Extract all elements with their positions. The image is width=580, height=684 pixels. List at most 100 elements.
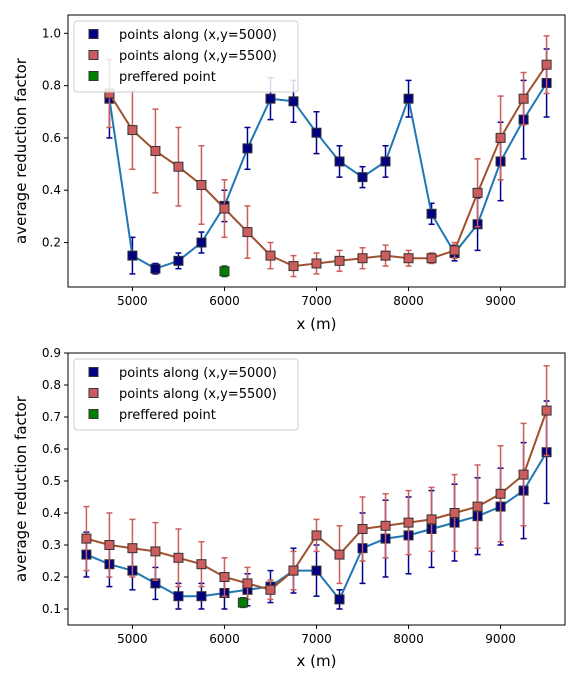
data-point-marker — [472, 187, 483, 198]
y-tick-label: 1.0 — [42, 26, 61, 40]
data-point-marker — [196, 591, 207, 602]
data-point-marker — [403, 253, 414, 264]
data-point-marker — [541, 59, 552, 70]
x-tick-label: 9000 — [485, 632, 516, 646]
data-point-marker — [334, 594, 345, 605]
data-point-marker — [495, 488, 506, 499]
y-axis-label-top: average reduction factor — [12, 57, 30, 244]
data-point-marker — [334, 255, 345, 266]
data-point-marker — [288, 565, 299, 576]
y-tick-label: 0.6 — [42, 131, 61, 145]
legend-marker — [88, 367, 99, 377]
data-point-marker — [380, 250, 391, 261]
data-point-marker — [426, 208, 437, 219]
data-point-marker — [265, 93, 276, 104]
data-point-marker — [265, 584, 276, 595]
legend-marker — [88, 409, 99, 419]
data-point-marker — [173, 161, 184, 172]
y-tick-label: 0.8 — [42, 378, 61, 392]
data-point-marker — [426, 514, 437, 525]
data-point-marker — [173, 591, 184, 602]
y-tick-label: 0.4 — [42, 506, 61, 520]
legend-label: points along (x,y=5500) — [119, 49, 277, 64]
legend-top: points along (x,y=5000) points along (x,y… — [73, 20, 299, 93]
data-point-marker — [426, 253, 437, 264]
y-tick-label: 0.2 — [42, 236, 61, 250]
data-point-marker — [518, 93, 529, 104]
data-point-marker — [127, 125, 138, 136]
data-point-marker — [357, 172, 368, 183]
data-point-marker — [380, 520, 391, 531]
data-point-marker — [196, 559, 207, 570]
x-tick-label: 8000 — [393, 294, 424, 308]
data-point-marker — [311, 258, 322, 269]
chart-marks-bottom — [81, 365, 552, 610]
chart-panel-top: 5000 6000 7000 8000 9000 0.2 0.4 0.6 0.8 1.0 x (m… — [12, 14, 566, 333]
data-point-marker — [311, 565, 322, 576]
legend-marker — [88, 50, 99, 60]
data-point-marker — [150, 263, 161, 274]
data-point-marker — [219, 572, 230, 582]
chart-panel-bottom: 5000 6000 7000 8000 9000 0.1 0.2 0.3 0.4 0.5 0.6 0.… — [12, 346, 566, 670]
axis-ticks-top: 5000 6000 7000 8000 9000 0.2 0.4 0.6 0.8 1.0 — [42, 26, 516, 308]
y-tick-label: 0.2 — [42, 570, 61, 584]
axis-ticks-bottom: 5000 6000 7000 8000 9000 0.1 0.2 0.3 0.4 0.5 0.6 0.… — [42, 346, 516, 646]
data-point-marker — [334, 156, 345, 167]
data-point-marker — [173, 255, 184, 266]
data-point-marker — [380, 156, 391, 167]
data-point-marker — [150, 146, 161, 156]
x-axis-label-bottom: x (m) — [297, 652, 337, 670]
data-point-marker — [104, 540, 115, 550]
y-tick-label: 0.4 — [42, 183, 61, 197]
y-tick-label: 0.1 — [42, 602, 61, 616]
data-point-marker — [449, 508, 460, 518]
data-point-marker — [81, 533, 92, 544]
x-tick-label: 7000 — [301, 294, 332, 308]
data-point-marker — [127, 543, 138, 554]
legend-label: points along (x,y=5500) — [119, 387, 277, 402]
data-point-marker — [357, 253, 368, 264]
x-tick-label: 8000 — [393, 632, 424, 646]
y-tick-label: 0.6 — [42, 442, 61, 456]
data-point-marker — [403, 517, 414, 528]
data-point-marker — [334, 549, 345, 560]
data-point-marker — [311, 530, 322, 541]
legend-marker — [88, 71, 99, 81]
legend-bottom: points along (x,y=5000) points along (x,y… — [73, 358, 299, 431]
x-tick-label: 6000 — [209, 294, 240, 308]
x-tick-label: 5000 — [117, 632, 148, 646]
legend-label: preffered point — [119, 70, 216, 85]
data-point-marker — [403, 93, 414, 104]
x-tick-label: 5000 — [117, 294, 148, 308]
data-point-marker — [541, 405, 552, 416]
y-tick-label: 0.3 — [42, 538, 61, 552]
data-point-marker — [196, 180, 207, 190]
y-tick-label: 0.8 — [42, 79, 61, 93]
data-point-marker — [265, 250, 276, 261]
data-point-marker — [518, 469, 529, 480]
legend-marker — [88, 29, 99, 39]
legend-marker — [88, 388, 99, 398]
y-tick-label: 0.9 — [42, 346, 61, 360]
legend-box — [73, 358, 299, 431]
x-axis-label-top: x (m) — [297, 315, 337, 333]
data-point-marker — [237, 597, 248, 608]
data-point-marker — [196, 237, 207, 248]
data-point-marker — [288, 96, 299, 107]
data-point-marker — [127, 250, 138, 261]
data-point-marker — [311, 127, 322, 138]
legend-box — [73, 20, 299, 93]
x-tick-label: 9000 — [485, 294, 516, 308]
data-point-marker — [242, 578, 253, 589]
y-tick-label: 0.5 — [42, 474, 61, 488]
data-point-marker — [242, 143, 253, 154]
legend-label: points along (x,y=5000) — [119, 366, 277, 381]
data-point-marker — [173, 552, 184, 563]
data-point-marker — [219, 203, 230, 214]
data-point-marker — [288, 261, 299, 272]
data-point-marker — [219, 266, 230, 277]
x-tick-label: 7000 — [301, 632, 332, 646]
y-tick-label: 0.7 — [42, 410, 61, 424]
data-point-marker — [495, 132, 506, 143]
